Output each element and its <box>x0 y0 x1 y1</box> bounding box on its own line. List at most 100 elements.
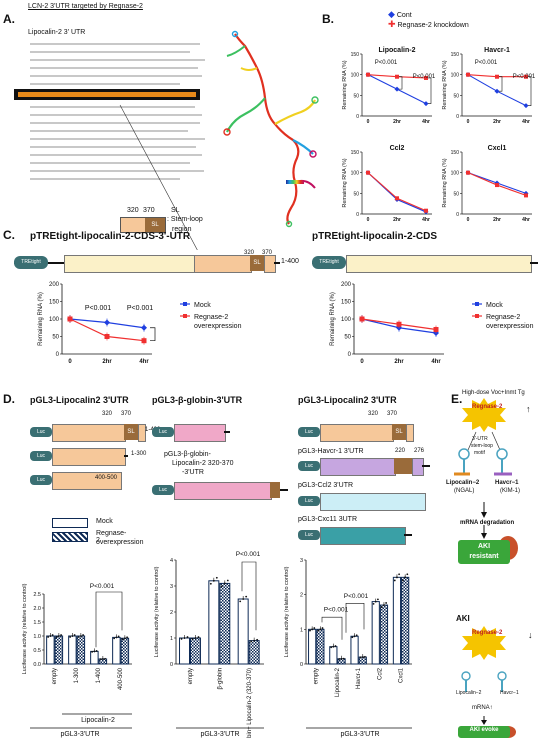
y-tick-label: 150 <box>351 52 360 58</box>
e-utr-1: 3'-UTR <box>472 436 488 442</box>
d3-construct-lipocalin: Luc SL <box>298 424 418 442</box>
sl-box: SL <box>392 424 406 440</box>
y-tick-label: 50 <box>344 335 351 341</box>
d3-tick-370: 370 <box>387 411 398 417</box>
data-dot <box>91 650 94 653</box>
data-dot <box>212 579 215 582</box>
legend-reg-label-1: Regnase-2 <box>486 314 520 321</box>
y-tick-label: 2 <box>300 593 303 599</box>
data-dot <box>121 638 124 641</box>
bar <box>179 637 190 665</box>
category-label: Ccl2 <box>377 667 383 680</box>
x-tick-label: 4hr <box>139 359 149 365</box>
bar <box>401 576 410 665</box>
data-point <box>104 319 110 326</box>
x-tick-label: 2hr <box>394 359 404 365</box>
category-label: empty <box>188 668 194 684</box>
y-axis-label: Luciferase activity (relative to control… <box>22 583 28 674</box>
luc-box: Luc <box>152 485 174 495</box>
y-tick-label: 1 <box>170 636 173 642</box>
e-mrna-up: mRNA↑ <box>472 705 493 711</box>
legend-reg-label-1: Regnase-2 <box>96 530 127 544</box>
luc-box: Luc <box>30 427 52 437</box>
bar <box>316 628 325 665</box>
bar <box>379 604 389 665</box>
group-label-pgl3-2: pGL3-3'UTR <box>200 731 239 738</box>
legend-mock-label: Mock <box>194 302 211 309</box>
x-tick-label: 2hr <box>393 119 401 125</box>
bar <box>392 576 402 665</box>
data-dot <box>113 637 116 640</box>
e-aki-evoke-2: evoke <box>481 727 499 733</box>
x-tick-label: 2hr <box>393 217 401 223</box>
data-dot <box>69 636 72 638</box>
y-tick-label: 0.0 <box>33 662 41 668</box>
c-cds-block <box>64 255 196 273</box>
panel-d-title-2: pGL3-β-globin-3'UTR <box>152 395 243 405</box>
data-dot <box>95 650 98 652</box>
aki-evoke-box <box>458 726 510 738</box>
luc-box: Luc <box>30 475 52 485</box>
chart-title: Havcr-1 <box>484 47 510 54</box>
data-dot <box>396 576 398 579</box>
x-tick-label: 0 <box>467 119 470 125</box>
data-dot <box>330 646 333 649</box>
category-label: β-globin+ Lipocalin-2 (320-370) <box>247 668 253 738</box>
stem-loop-icon <box>458 448 470 460</box>
c-sl-region: SL <box>250 255 264 271</box>
data-dot <box>245 595 248 598</box>
y-tick-label: 50 <box>453 93 459 99</box>
y-axis-label: Remaining RNA (%) <box>342 60 348 109</box>
legend-mock-swatch <box>52 518 88 528</box>
utr-sequence-block <box>14 38 214 216</box>
legend-reg-marker <box>475 314 479 318</box>
data-dot <box>351 636 354 639</box>
y-tick-label: 0 <box>300 662 303 668</box>
d2-chimera-label-2: -3'UTR <box>182 469 204 476</box>
data-dot <box>332 645 335 648</box>
data-point <box>395 196 399 201</box>
luc-box: Luc <box>298 496 320 506</box>
e-hav-label: Havcr−1 <box>495 480 519 486</box>
series-line <box>367 172 427 212</box>
panel-a-connector <box>119 104 198 250</box>
data-point <box>395 74 399 79</box>
data-dot <box>73 634 76 636</box>
p-value-label: P<0.001 <box>513 74 536 80</box>
data-point <box>67 316 73 322</box>
data-dot <box>220 585 223 588</box>
data-point <box>366 72 370 77</box>
legend-reg-label-2: overexpression <box>486 323 534 330</box>
e-utr-3: motif <box>474 450 485 456</box>
legend-mock-marker <box>183 302 187 306</box>
d3-cxcl-label: pGL3-Cxc11 3UTR <box>298 516 358 523</box>
y-tick-label: 1 <box>300 627 303 633</box>
data-point <box>104 334 110 339</box>
d3-construct-havcr: Luc <box>298 458 438 476</box>
y-tick-label: 50 <box>353 191 359 197</box>
data-dot <box>393 579 396 582</box>
bar <box>112 636 121 665</box>
panel-d-title-3: pGL3-Lipocalin2 3'UTR <box>298 395 397 405</box>
data-dot <box>398 573 401 576</box>
highlighted-sequence <box>14 89 200 100</box>
data-point <box>424 208 428 213</box>
data-point <box>524 74 528 79</box>
structure-colorbar <box>286 180 304 184</box>
panel-letter-d: D. <box>3 392 15 406</box>
p-value-label: P<0.001 <box>90 583 115 590</box>
significance-bracket <box>528 76 532 106</box>
y-tick-label: 100 <box>451 73 460 79</box>
data-dot <box>256 638 259 641</box>
bar <box>120 637 130 665</box>
x-tick-label: 0 <box>367 217 370 223</box>
sl-tick-320: 320 <box>127 207 139 214</box>
data-point <box>359 316 365 322</box>
data-dot <box>242 598 245 600</box>
x-tick-label: 4hr <box>422 119 430 125</box>
d2-construct-chimera: Luc <box>152 482 292 500</box>
significance-bracket <box>499 76 503 92</box>
panel-b-legend: ◆ Cont ✚ Regnase-2 knockdown <box>388 9 469 29</box>
data-dot <box>402 579 404 582</box>
y-axis-label: Luciferase activity (relative to control… <box>154 566 160 657</box>
